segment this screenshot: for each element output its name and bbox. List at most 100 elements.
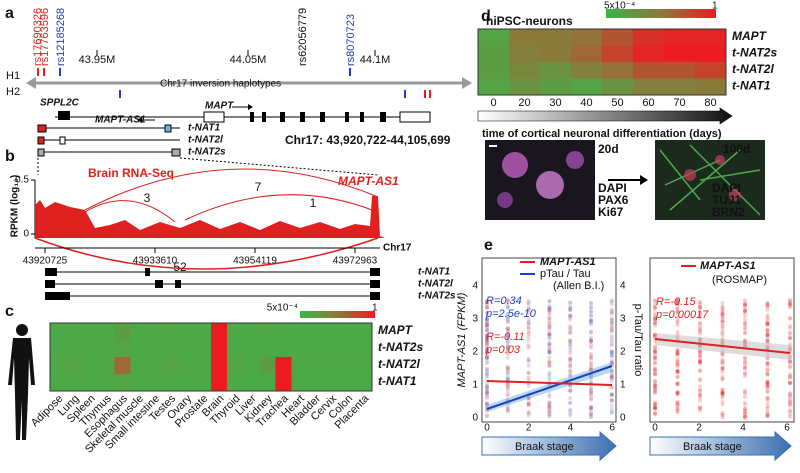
point xyxy=(485,396,489,401)
point xyxy=(653,383,657,388)
point xyxy=(720,377,725,382)
point xyxy=(505,347,510,352)
point xyxy=(526,410,531,415)
point xyxy=(698,324,702,329)
day-label: 60 xyxy=(642,97,654,109)
point xyxy=(720,310,725,315)
point xyxy=(547,349,552,354)
point xyxy=(698,388,702,393)
point xyxy=(698,331,702,336)
point xyxy=(743,298,747,303)
point xyxy=(485,322,489,327)
point xyxy=(720,376,725,381)
point xyxy=(720,360,725,365)
heatmap-cell xyxy=(82,374,99,392)
point xyxy=(698,359,702,364)
human-silhouette xyxy=(8,324,35,440)
point xyxy=(788,408,792,413)
point xyxy=(609,398,614,403)
legend-label: MAPT-AS1 xyxy=(700,260,756,272)
point xyxy=(505,344,510,349)
point xyxy=(788,360,792,365)
point xyxy=(720,312,725,317)
heatmap-cell xyxy=(178,357,196,375)
heatmap-cell xyxy=(162,340,180,358)
point xyxy=(675,352,680,357)
point xyxy=(505,347,510,352)
point xyxy=(765,361,770,366)
point xyxy=(720,331,725,336)
tick-label: 0 xyxy=(620,413,626,424)
point xyxy=(609,320,614,325)
point xyxy=(526,343,531,348)
point xyxy=(547,341,552,346)
point xyxy=(589,360,593,365)
point xyxy=(675,390,680,395)
point xyxy=(485,369,489,374)
point xyxy=(698,406,702,411)
heatmap-frame xyxy=(49,322,373,392)
point xyxy=(609,407,614,412)
tick-label: 1 xyxy=(620,380,626,391)
heatmap-cell xyxy=(130,323,147,341)
point xyxy=(698,310,702,315)
point xyxy=(743,321,747,326)
point xyxy=(698,304,702,309)
point xyxy=(568,363,573,368)
point xyxy=(526,334,531,339)
point xyxy=(485,348,489,353)
point xyxy=(698,312,702,317)
point xyxy=(720,388,725,393)
point xyxy=(788,301,792,306)
point xyxy=(743,364,747,369)
point xyxy=(547,335,552,340)
point xyxy=(765,368,770,373)
point xyxy=(547,332,552,337)
heatmap-cell xyxy=(146,357,163,375)
point xyxy=(547,363,552,368)
stain-label: DAPI xyxy=(598,181,627,195)
point xyxy=(589,338,593,343)
point xyxy=(485,366,489,371)
point xyxy=(675,298,680,303)
gene-label: SPPL2C xyxy=(40,98,80,109)
point xyxy=(743,331,747,336)
heatmap-cell xyxy=(227,357,244,375)
point xyxy=(485,354,489,359)
point xyxy=(765,301,770,306)
heatmap-cell xyxy=(291,357,308,375)
point xyxy=(485,322,489,327)
point xyxy=(765,383,770,388)
point xyxy=(675,301,680,306)
point xyxy=(698,358,702,363)
point xyxy=(675,399,680,404)
point xyxy=(765,338,770,343)
legend-label: pTau / Tau xyxy=(540,268,591,280)
position-label: 43920725 xyxy=(23,256,68,267)
heatmap-cell xyxy=(98,374,115,392)
heatmap-cell xyxy=(259,323,276,341)
point xyxy=(743,320,747,325)
point xyxy=(547,319,552,324)
stat-label: p=0.03 xyxy=(485,344,521,356)
heatmap-cell xyxy=(114,357,131,375)
stat-label: p=0.00017 xyxy=(655,309,709,321)
heatmap-cell xyxy=(130,357,147,375)
stain-label: BRN2 xyxy=(712,205,745,219)
tick-label: 0.5 xyxy=(15,175,29,186)
heatmap-cell xyxy=(259,374,276,392)
point xyxy=(675,400,680,405)
point xyxy=(765,372,770,377)
point xyxy=(589,337,593,342)
point xyxy=(765,328,770,333)
point xyxy=(547,312,552,317)
point xyxy=(765,322,770,327)
point xyxy=(788,325,792,330)
heatmap-cell xyxy=(509,78,541,96)
point xyxy=(675,298,680,303)
point xyxy=(547,350,552,355)
point xyxy=(505,298,510,303)
heatmap-cell xyxy=(82,357,99,375)
heatmap-cell xyxy=(211,323,228,341)
day-label: 50 xyxy=(611,97,623,109)
